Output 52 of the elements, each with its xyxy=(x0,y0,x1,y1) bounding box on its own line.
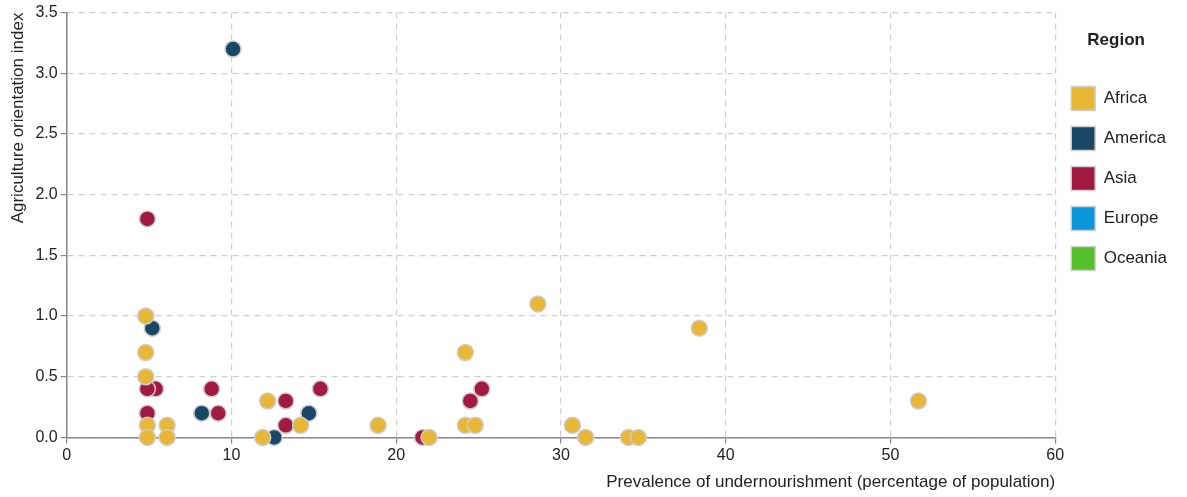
point xyxy=(258,392,277,410)
point xyxy=(909,392,928,410)
point xyxy=(629,428,648,447)
legend-label: Oceania xyxy=(1103,248,1168,268)
legend-label: Asia xyxy=(1103,168,1138,188)
y-tick-label: 3.0 xyxy=(35,63,58,81)
point xyxy=(311,380,330,398)
point xyxy=(209,404,227,422)
point xyxy=(158,428,176,447)
x-tick-label: 0 xyxy=(62,446,72,464)
y-tick-label: 2.5 xyxy=(35,124,58,142)
x-tick-label: 50 xyxy=(881,446,900,464)
legend-label: America xyxy=(1103,128,1167,148)
point xyxy=(529,295,547,313)
point xyxy=(253,428,272,447)
point xyxy=(224,40,242,58)
point xyxy=(138,210,157,228)
point xyxy=(563,416,582,435)
y-tick-label: 1.5 xyxy=(35,245,58,263)
y-tick-label: 3.5 xyxy=(35,3,58,21)
x-tick-label: 60 xyxy=(1046,446,1065,464)
y-axis-title: Agriculture orientation index xyxy=(7,12,27,224)
point xyxy=(300,404,318,422)
point xyxy=(277,416,295,435)
y-tick-label: 0.5 xyxy=(35,367,58,385)
point xyxy=(136,367,155,386)
point xyxy=(192,404,211,422)
point xyxy=(138,428,157,447)
y-tick-label: 1.0 xyxy=(35,306,58,324)
x-tick-label: 30 xyxy=(552,446,570,464)
point xyxy=(473,380,491,398)
x-tick-label: 40 xyxy=(716,446,735,464)
point xyxy=(136,307,155,325)
point xyxy=(291,416,310,435)
point xyxy=(456,343,475,362)
point xyxy=(576,428,595,447)
x-axis-title: Prevalence of undernourishment (percentage of population) xyxy=(606,472,1056,492)
x-tick-label: 20 xyxy=(387,446,406,464)
legend-title: Region xyxy=(1087,30,1145,50)
y-tick-label: 2.0 xyxy=(35,185,58,203)
legend-label: Africa xyxy=(1103,88,1148,108)
legend-label: Europe xyxy=(1103,208,1159,228)
point xyxy=(277,392,295,410)
point xyxy=(461,392,480,410)
point xyxy=(466,416,484,435)
point xyxy=(136,343,155,362)
point xyxy=(690,319,709,337)
point xyxy=(420,428,438,447)
point xyxy=(369,416,387,435)
y-tick-label: 0.0 xyxy=(35,427,58,445)
x-tick-label: 10 xyxy=(222,446,241,464)
point xyxy=(202,380,221,398)
